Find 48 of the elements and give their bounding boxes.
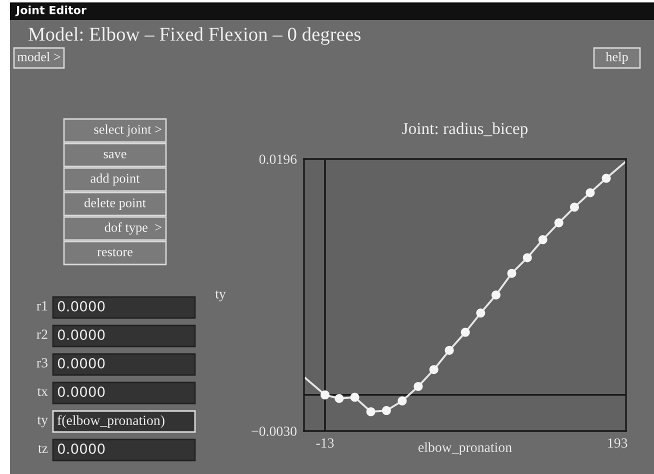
point xyxy=(492,290,501,300)
text: f(elbow_pronation) xyxy=(57,415,164,428)
point xyxy=(366,407,376,416)
y-tick-label: −0.0030 xyxy=(252,426,297,436)
point xyxy=(350,392,360,402)
point xyxy=(414,382,423,391)
text: dof type > xyxy=(104,222,162,235)
text: r2 xyxy=(36,330,48,339)
text: tx xyxy=(37,388,48,396)
text: 0.0000 xyxy=(58,358,105,369)
point xyxy=(507,268,516,278)
text: save xyxy=(104,152,126,158)
point xyxy=(460,328,470,337)
point xyxy=(334,394,344,404)
point xyxy=(429,365,438,374)
chart-title: Joint: radius_bicep xyxy=(402,122,528,138)
text: 0.0000 xyxy=(58,301,105,312)
point xyxy=(586,188,595,198)
y-tick-label: 0.0196 xyxy=(259,154,297,164)
text: r3 xyxy=(36,358,48,368)
point xyxy=(538,235,548,244)
point xyxy=(522,253,532,262)
point xyxy=(476,308,486,318)
point xyxy=(554,218,564,228)
point xyxy=(444,346,454,355)
text: help xyxy=(606,52,628,64)
point xyxy=(602,174,611,183)
point xyxy=(398,396,407,406)
y-axis-title: ty xyxy=(215,290,226,302)
text: 0.0000 xyxy=(58,386,105,398)
x-tick-label: -13 xyxy=(316,438,334,448)
text: select joint > xyxy=(94,124,162,136)
text: tz xyxy=(38,445,48,453)
text: ty xyxy=(37,416,48,428)
text: r1 xyxy=(36,301,48,310)
point xyxy=(320,390,330,400)
x-axis-title: elbow_pronation xyxy=(418,442,512,455)
text: restore xyxy=(97,248,132,256)
text: add point xyxy=(90,174,140,186)
x-tick-label: 193 xyxy=(608,438,628,448)
point xyxy=(570,202,579,212)
text: Model: Elbow – Fixed Flexion – 0 degrees xyxy=(28,27,361,45)
text: model > xyxy=(17,52,60,62)
text: 0.0000 xyxy=(58,444,105,454)
text: delete point xyxy=(84,198,146,210)
text: Joint Editor xyxy=(15,6,86,16)
text: 0.0000 xyxy=(58,330,105,340)
point xyxy=(382,406,391,416)
